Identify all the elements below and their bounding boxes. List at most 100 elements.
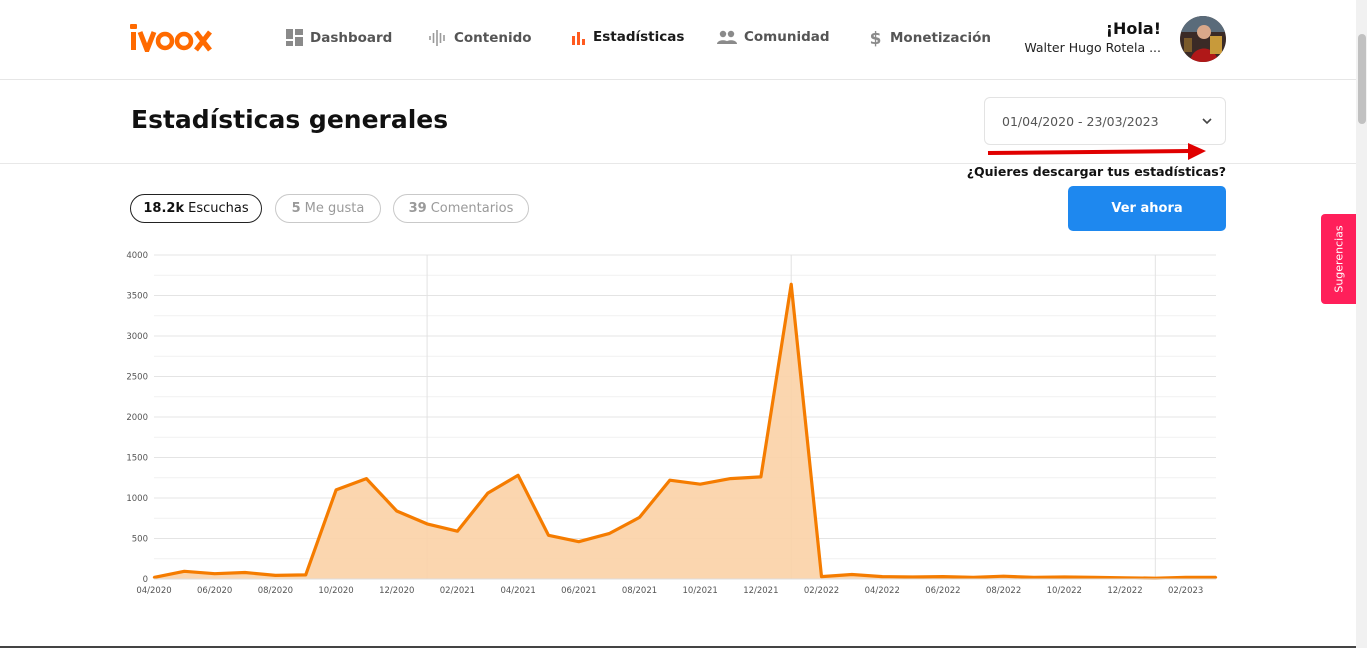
nav-label: Comunidad [744, 29, 830, 45]
y-tick-label: 1500 [126, 454, 148, 464]
escuchas-pill[interactable]: 18.2k Escuchas [130, 194, 262, 223]
x-tick-label: 12/2021 [743, 586, 778, 596]
data-point [729, 477, 732, 480]
metric-value: 18.2k [143, 201, 185, 216]
y-tick-label: 3500 [126, 292, 148, 302]
x-tick-label: 04/2022 [865, 586, 900, 596]
user-name[interactable]: Walter Hugo Rotela ... [1024, 40, 1161, 55]
nav-label: Dashboard [310, 29, 393, 46]
series-line [153, 282, 1216, 580]
data-point [881, 575, 884, 578]
nav-monetizacion[interactable]: $ Monetización [868, 29, 991, 47]
red-arrow-annotation [987, 143, 1206, 160]
x-tick-label: 08/2021 [622, 586, 657, 596]
x-tick-label: 04/2020 [136, 586, 171, 596]
data-point [1032, 576, 1036, 579]
x-tick-label: 02/2023 [1168, 586, 1203, 596]
data-point [243, 571, 247, 574]
nav-dashboard[interactable]: Dashboard [286, 29, 392, 46]
metric-label: Comentarios [430, 201, 514, 216]
data-point [607, 532, 611, 535]
metric-value: 39 [408, 201, 427, 216]
data-point [1123, 576, 1127, 579]
x-tick-label: 08/2022 [986, 586, 1021, 596]
ivoox-logo[interactable] [128, 24, 238, 52]
x-tick-label: 10/2021 [683, 586, 718, 596]
y-tick-label: 0 [143, 575, 148, 585]
y-tick-label: 3000 [126, 332, 148, 342]
data-point [395, 509, 398, 513]
data-point [183, 570, 186, 573]
nav-label: Monetización [890, 30, 992, 46]
comentarios-pill[interactable]: 39 Comentarios [393, 194, 529, 223]
people-icon [717, 30, 737, 44]
metric-value: 5 [291, 201, 301, 216]
nav-label: Estadísticas [593, 29, 685, 45]
metric-label: Escuchas [188, 201, 249, 216]
page-title-bar: Estadísticas generales 01/04/2020 - 23/0… [0, 80, 1356, 164]
data-point [1214, 576, 1218, 579]
data-point [911, 575, 914, 579]
x-tick-label: 04/2021 [500, 586, 535, 596]
dollar-icon: $ [870, 29, 882, 47]
data-point [759, 475, 763, 479]
x-tick-label: 10/2022 [1047, 586, 1082, 596]
data-point [941, 575, 945, 578]
nav-label: Contenido [454, 30, 532, 46]
user-greeting: ¡Hola! Walter Hugo Rotela ... [1024, 19, 1161, 55]
data-point [972, 576, 975, 579]
data-point [547, 534, 550, 537]
y-tick-label: 4000 [126, 251, 148, 261]
data-point [668, 478, 672, 482]
y-tick-label: 2500 [126, 373, 148, 383]
bar-chart-icon [572, 31, 585, 45]
x-tick-label: 12/2022 [1107, 586, 1142, 596]
svg-text:$: $ [870, 29, 882, 47]
me-gusta-pill[interactable]: 5 Me gusta [275, 194, 381, 223]
download-stats-question: ¿Quieres descargar tus estadísticas? [966, 164, 1226, 179]
data-point [213, 572, 216, 575]
date-range-select[interactable]: 01/04/2020 - 23/03/2023 [984, 97, 1226, 145]
page-scrollbar[interactable] [1356, 0, 1367, 648]
data-point [1002, 574, 1005, 578]
chevron-down-icon [1202, 118, 1212, 125]
data-point [638, 516, 641, 519]
metric-label: Me gusta [304, 201, 365, 216]
avatar[interactable] [1180, 16, 1226, 62]
nav-comunidad[interactable]: Comunidad [717, 29, 830, 45]
x-tick-label: 06/2022 [925, 586, 960, 596]
y-tick-label: 500 [132, 535, 148, 545]
x-tick-label: 02/2021 [440, 586, 475, 596]
data-point [1184, 576, 1187, 579]
data-point [456, 530, 459, 533]
top-navigation-bar: Dashboard Contenido Estadísticas Comunid… [0, 0, 1356, 80]
data-point [820, 575, 823, 578]
data-point [152, 576, 156, 579]
data-point [577, 540, 580, 543]
date-range-value: 01/04/2020 - 23/03/2023 [1002, 113, 1159, 129]
greeting-text: ¡Hola! [1105, 19, 1161, 38]
y-tick-label: 2000 [126, 413, 148, 423]
data-point [1093, 576, 1096, 579]
data-point [365, 477, 368, 480]
data-point [274, 574, 277, 577]
dashboard-grid-icon [286, 29, 303, 46]
waveform-icon [429, 30, 445, 46]
sugerencias-tab[interactable]: Sugerencias [1321, 214, 1356, 304]
page-title: Estadísticas generales [131, 105, 449, 134]
nav-contenido[interactable]: Contenido [429, 29, 532, 47]
ver-ahora-button[interactable]: Ver ahora [1068, 186, 1226, 231]
data-point [334, 488, 338, 492]
data-point [850, 573, 854, 576]
data-point [698, 483, 702, 486]
data-point [790, 282, 793, 286]
x-tick-label: 02/2022 [804, 586, 839, 596]
data-point [486, 491, 489, 495]
data-point [516, 474, 520, 477]
scrollbar-thumb[interactable] [1358, 34, 1366, 124]
x-tick-label: 12/2020 [379, 586, 414, 596]
data-point [304, 573, 307, 577]
sugerencias-label: Sugerencias [1332, 225, 1345, 293]
series-area [154, 284, 1216, 579]
nav-estadisticas[interactable]: Estadísticas [571, 29, 684, 45]
